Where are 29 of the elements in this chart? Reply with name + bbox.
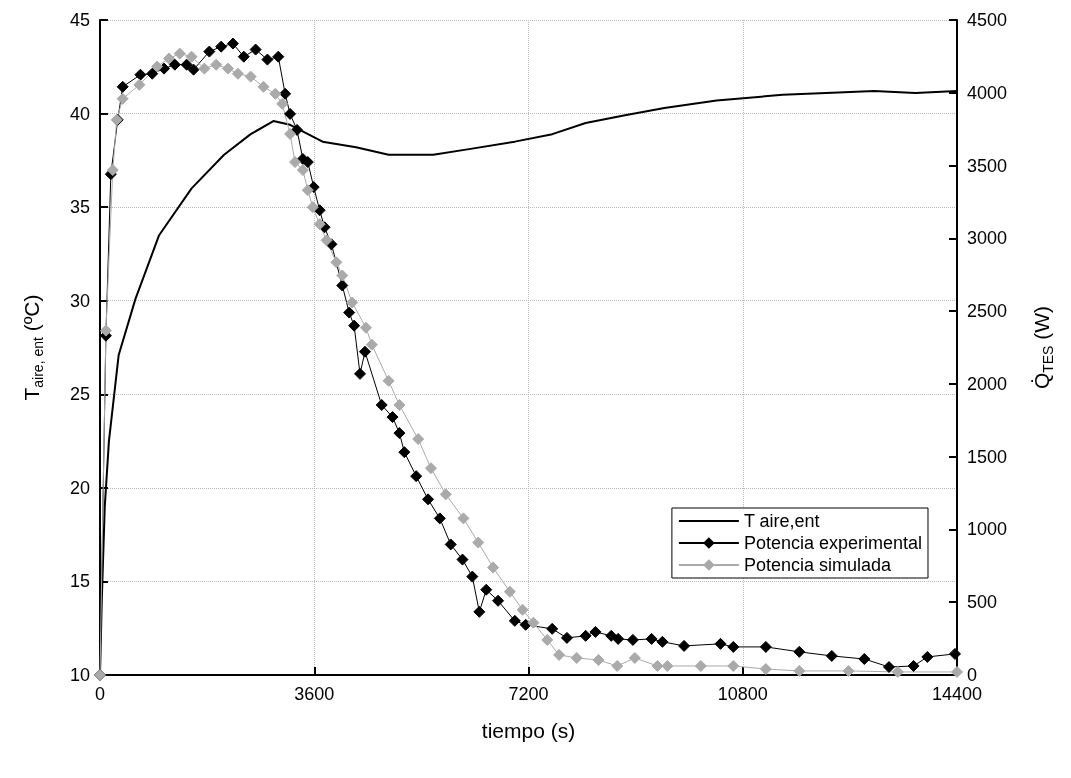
y-tick-label: 25 <box>69 384 90 405</box>
legend-label: T aire,ent <box>743 511 820 531</box>
y2-tick-label: 1500 <box>967 446 1008 467</box>
y-tick-label: 30 <box>69 290 90 311</box>
y2-tick-label: 3000 <box>967 228 1008 249</box>
y2-tick-label: 4000 <box>967 82 1008 103</box>
legend-label: Potencia experimental <box>743 533 923 553</box>
x-axis-title: tiempo (s) <box>481 719 576 742</box>
x-tick-label: 10800 <box>717 684 768 704</box>
y-tick-label: 20 <box>69 477 90 498</box>
y2-tick-label: 2000 <box>967 373 1008 394</box>
y2-tick-label: 2500 <box>967 301 1008 322</box>
y-axis-title: Taire, ent (ºC) <box>19 294 46 401</box>
x-tick-label: 14400 <box>931 684 983 704</box>
x-tick-label: 7200 <box>508 684 549 704</box>
y-tick-label: 10 <box>69 665 90 685</box>
y2-tick-label: 3500 <box>967 155 1008 176</box>
y2-axis-title: Q̇TES (W) <box>1029 305 1056 390</box>
y2-tick-label: 1000 <box>967 519 1008 540</box>
legend-label: Potencia simulada <box>743 555 892 575</box>
y2-tick-label: 0 <box>967 665 978 685</box>
x-tick-label: 3600 <box>294 684 335 704</box>
y-tick-label: 40 <box>69 103 90 124</box>
x-tick-label: 0 <box>94 684 106 704</box>
y-tick-label: 45 <box>69 10 90 30</box>
y2-tick-label: 500 <box>967 592 998 613</box>
y-tick-label: 35 <box>69 197 90 218</box>
y2-tick-label: 4500 <box>967 10 1008 30</box>
y-tick-label: 15 <box>69 571 90 592</box>
